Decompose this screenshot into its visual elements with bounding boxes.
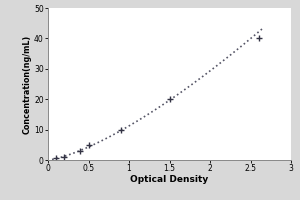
X-axis label: Optical Density: Optical Density: [130, 175, 208, 184]
Y-axis label: Concentration(ng/mL): Concentration(ng/mL): [22, 34, 31, 134]
